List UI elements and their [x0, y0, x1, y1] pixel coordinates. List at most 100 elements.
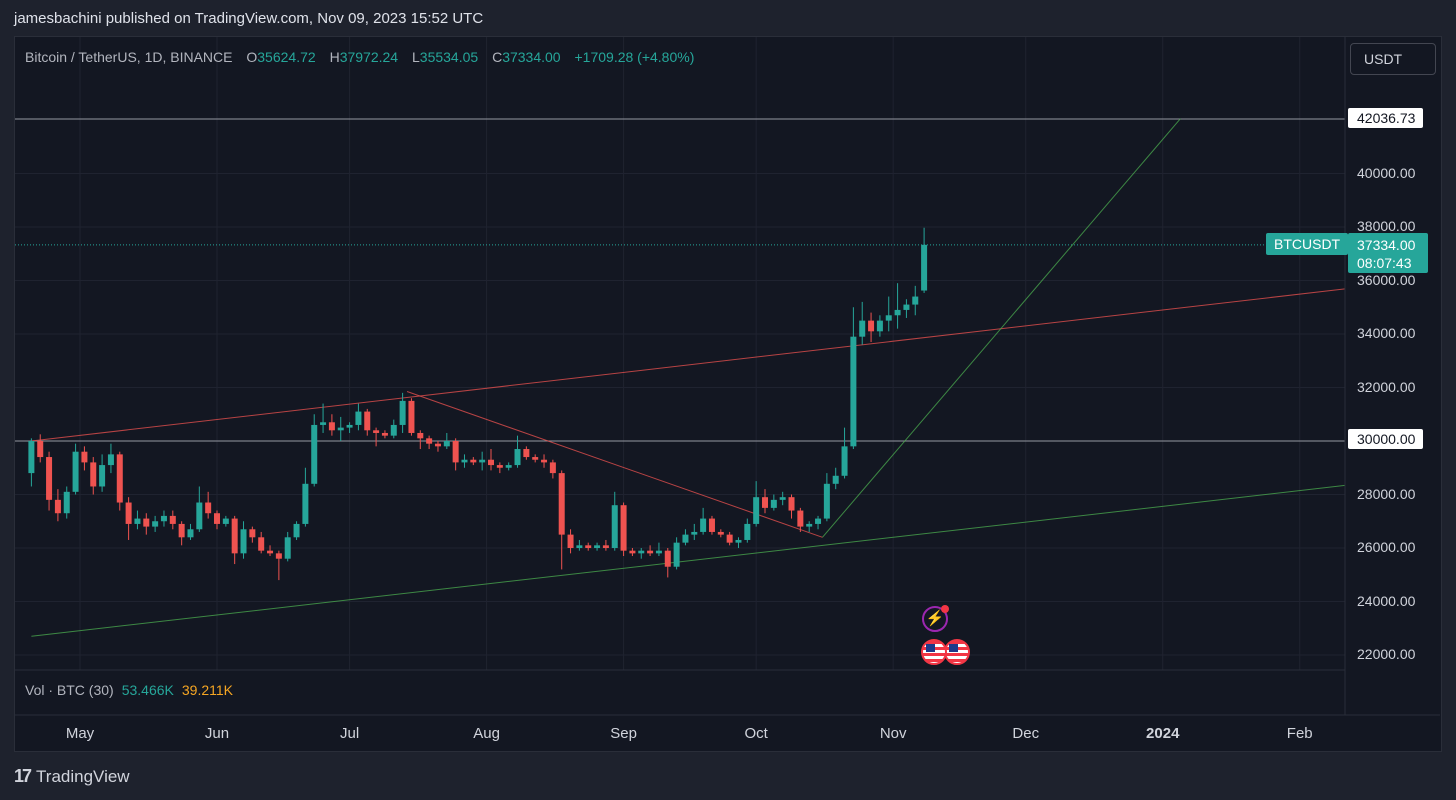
candle — [452, 438, 459, 471]
candle-body — [196, 502, 203, 530]
last-price-value: 37334.00 — [1357, 237, 1416, 253]
price-tick-label: 38000.00 — [1357, 218, 1416, 234]
candle — [337, 416, 344, 441]
candle-body — [302, 483, 309, 524]
candle-body — [231, 518, 238, 554]
candle-body — [541, 459, 548, 463]
time-tick-label: Sep — [610, 725, 637, 742]
candle — [364, 408, 371, 436]
us-flag-event-icon[interactable] — [921, 639, 947, 665]
candle — [443, 432, 450, 450]
candle-body — [664, 550, 671, 567]
candle-body — [532, 457, 539, 460]
price-tick-label: 28000.00 — [1357, 485, 1416, 502]
candle-body — [549, 462, 556, 474]
candle — [293, 521, 300, 540]
candle-body — [355, 411, 362, 425]
candle — [832, 467, 839, 490]
candle-body — [240, 529, 247, 554]
candle-body — [54, 499, 61, 514]
candle-body — [320, 422, 327, 425]
candle-body — [638, 550, 645, 554]
candle — [267, 545, 274, 557]
tradingview-logo-icon: 17 — [14, 766, 32, 786]
trendline-upper-channel — [31, 288, 1345, 442]
time-tick-label: 2024 — [1146, 725, 1180, 742]
candle-body — [496, 465, 503, 468]
candle-body — [717, 531, 724, 535]
candle — [514, 435, 521, 468]
candle — [373, 427, 380, 447]
price-tick-label: 40000.00 — [1357, 164, 1416, 181]
time-tick-label: Oct — [744, 725, 768, 742]
candle-body — [222, 518, 229, 524]
candle — [753, 481, 760, 527]
candle-body — [620, 505, 627, 551]
currency-button[interactable]: USDT — [1350, 43, 1436, 75]
candle-body — [346, 424, 353, 428]
candle — [744, 518, 751, 543]
candle — [426, 435, 433, 450]
candle — [258, 531, 265, 554]
grid — [15, 37, 1345, 670]
price-tick-label: 32000.00 — [1357, 378, 1416, 395]
candle — [470, 457, 477, 466]
candle-body — [434, 443, 441, 447]
candle-body — [514, 449, 521, 466]
candle — [682, 529, 689, 546]
candle-body — [46, 457, 53, 500]
candle — [673, 537, 680, 570]
candle — [169, 510, 176, 530]
candle — [390, 419, 397, 439]
high-label: H — [329, 49, 340, 65]
symbol-legend: Bitcoin / TetherUS, 1D, BINANCE O35624.7… — [25, 49, 694, 65]
candle-body — [567, 534, 574, 548]
candle — [90, 457, 97, 495]
candle — [214, 510, 220, 530]
candle — [284, 531, 291, 562]
us-flag-event-icon[interactable] — [944, 639, 970, 665]
last-price-tag: 37334.00 08:07:43 — [1348, 233, 1428, 273]
candle — [647, 545, 654, 557]
candle — [549, 459, 556, 479]
candle — [859, 301, 866, 345]
candle — [841, 427, 848, 479]
chart-pane[interactable] — [14, 36, 1442, 752]
candle — [152, 515, 159, 532]
candle-body — [275, 553, 282, 559]
candle — [567, 529, 574, 554]
candle — [585, 542, 592, 551]
candle — [28, 438, 35, 487]
candle-body — [708, 518, 715, 532]
candle-body — [921, 244, 928, 291]
symbol-name[interactable]: Bitcoin / TetherUS, 1D, BINANCE — [25, 49, 233, 65]
candle — [708, 515, 715, 535]
candle-body — [399, 400, 406, 425]
candle-body — [753, 497, 760, 524]
candle-body — [762, 497, 768, 508]
trendline-lower-channel — [31, 484, 1345, 637]
trendlines — [15, 118, 1345, 637]
candle-body — [72, 451, 79, 492]
candle — [894, 283, 901, 329]
price-tag-level-mid: 30000.00 — [1348, 429, 1424, 449]
candle — [434, 441, 441, 452]
candle-body — [37, 441, 44, 458]
candle — [231, 515, 238, 565]
candle-body — [258, 537, 265, 551]
candle-body — [390, 424, 397, 436]
lightning-event-icon[interactable]: ⚡ — [922, 605, 949, 632]
candle — [143, 513, 150, 535]
candle-body — [328, 422, 335, 431]
tradingview-logo[interactable]: 17 TradingView — [14, 766, 130, 787]
candle-body — [125, 502, 132, 524]
candle-body — [187, 529, 194, 538]
candle-body — [585, 545, 592, 548]
candle — [399, 392, 406, 433]
candle-body — [284, 537, 291, 559]
candle-body — [443, 441, 450, 447]
candle-body — [116, 454, 123, 503]
candle — [850, 307, 857, 450]
volume-label: Vol · BTC (30) — [25, 682, 114, 698]
